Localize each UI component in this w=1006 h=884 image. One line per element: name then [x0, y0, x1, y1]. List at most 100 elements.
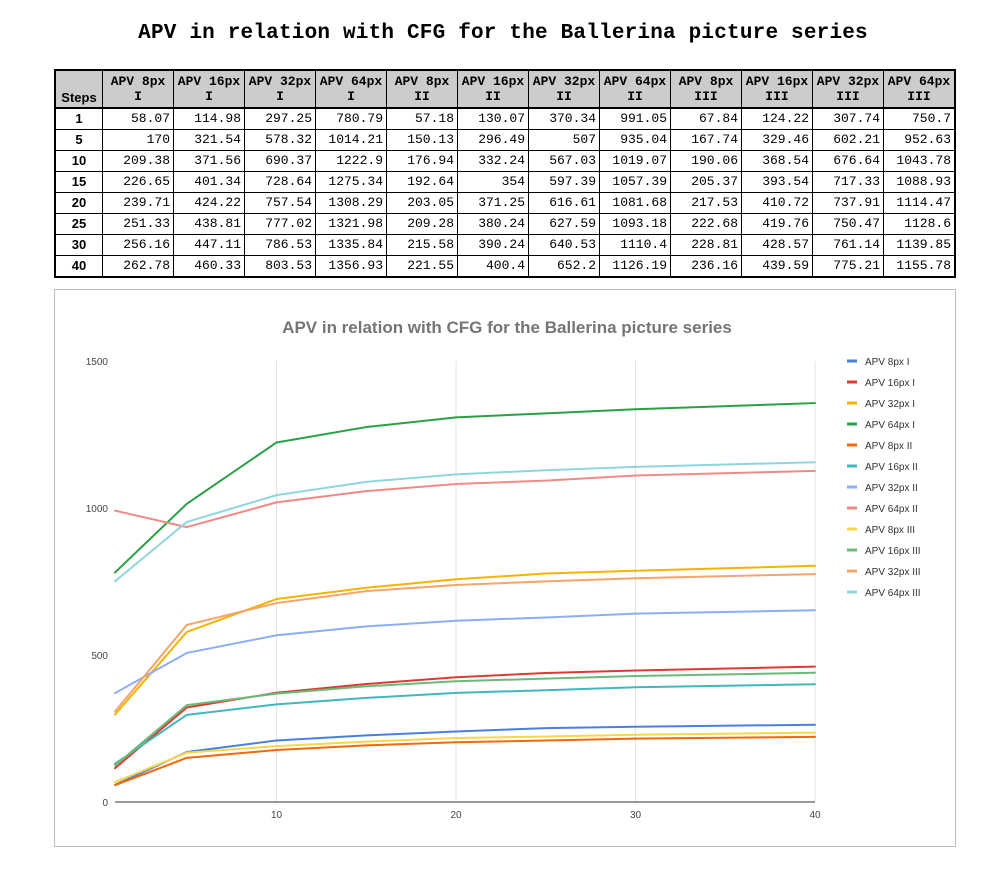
value-cell: 192.64 — [386, 171, 458, 193]
value-cell: 239.71 — [102, 192, 174, 214]
value-cell: 786.53 — [244, 234, 316, 256]
column-header-label: APV 8px — [110, 74, 166, 89]
value-cell: 991.05 — [599, 107, 671, 130]
x-tick-label: 30 — [630, 810, 642, 821]
value-cell: 205.37 — [670, 171, 742, 193]
table-row: 15 226.65 401.34 728.64 1275.34 192.64 354 597.… — [54, 171, 956, 193]
table-body: 1 58.07 114.98 297.25 780.79 57.18 130.07 370.3… — [54, 107, 956, 278]
chart-panel: APV in relation with CFG for the Balleri… — [54, 289, 956, 847]
step-cell: 5 — [54, 129, 103, 151]
value-cell: 1043.78 — [883, 150, 956, 172]
step-cell: 15 — [54, 171, 103, 193]
column-header-series: III — [694, 89, 718, 104]
value-cell: 329.46 — [741, 129, 813, 151]
step-cell: 30 — [54, 234, 103, 256]
value-cell: 1222.9 — [315, 150, 387, 172]
value-cell: 1019.07 — [599, 150, 671, 172]
value-cell: 717.33 — [812, 171, 884, 193]
y-tick-label: 1000 — [86, 504, 109, 515]
table-row: 5 170 321.54 578.32 1014.21 150.13 296.49 507 93… — [54, 129, 956, 151]
value-cell: 424.22 — [173, 192, 245, 214]
value-cell: 419.76 — [741, 213, 813, 235]
steps-header: Steps — [54, 69, 103, 109]
step-cell: 10 — [54, 150, 103, 172]
y-tick-label: 1500 — [86, 357, 109, 368]
value-cell: 130.07 — [457, 107, 529, 130]
value-cell: 757.54 — [244, 192, 316, 214]
series-line-6 — [114, 683, 816, 765]
value-cell: 114.98 — [173, 107, 245, 130]
value-cell: 1057.39 — [599, 171, 671, 193]
value-cell: 401.34 — [173, 171, 245, 193]
value-cell: 262.78 — [102, 255, 174, 278]
legend-label: APV 16px II — [865, 462, 918, 473]
legend-label: APV 8px III — [865, 525, 915, 536]
value-cell: 1081.68 — [599, 192, 671, 214]
series-line-11 — [114, 573, 816, 713]
series-line-2 — [114, 665, 816, 770]
value-cell: 236.16 — [670, 255, 742, 278]
value-cell: 58.07 — [102, 107, 174, 130]
value-cell: 1114.47 — [883, 192, 956, 214]
column-header: APV 32px III — [812, 69, 884, 109]
value-cell: 203.05 — [386, 192, 458, 214]
value-cell: 209.38 — [102, 150, 174, 172]
value-cell: 209.28 — [386, 213, 458, 235]
legend-label: APV 64px I — [865, 420, 915, 431]
table-header-row: Steps APV 8px I APV 16px I APV 32px I APV 64px… — [54, 69, 956, 109]
value-cell: 380.24 — [457, 213, 529, 235]
series-line-7 — [114, 609, 816, 695]
value-cell: 952.63 — [883, 129, 956, 151]
table-row: 25 251.33 438.81 777.02 1321.98 209.28 380.24 6… — [54, 213, 956, 235]
column-header-series: II — [627, 89, 643, 104]
series-line-5 — [114, 735, 816, 787]
column-header: APV 16px I — [173, 69, 245, 109]
legend-label: APV 16px III — [865, 546, 921, 557]
value-cell: 67.84 — [670, 107, 742, 130]
value-cell: 803.53 — [244, 255, 316, 278]
value-cell: 371.25 — [457, 192, 529, 214]
column-header-label: APV 64px — [603, 74, 667, 89]
column-header-series: II — [485, 89, 501, 104]
value-cell: 652.2 — [528, 255, 600, 278]
legend-label: APV 8px I — [865, 357, 909, 368]
value-cell: 1308.29 — [315, 192, 387, 214]
value-cell: 602.21 — [812, 129, 884, 151]
value-cell: 221.55 — [386, 255, 458, 278]
value-cell: 167.74 — [670, 129, 742, 151]
value-cell: 627.59 — [528, 213, 600, 235]
axes: 10 20 30 40 0 500 1000 1500 — [86, 357, 821, 821]
value-cell: 1126.19 — [599, 255, 671, 278]
column-header-label: APV 32px — [816, 74, 880, 89]
column-header: APV 16px II — [457, 69, 529, 109]
value-cell: 256.16 — [102, 234, 174, 256]
value-cell: 400.4 — [457, 255, 529, 278]
column-header-series: II — [556, 89, 572, 104]
value-cell: 438.81 — [173, 213, 245, 235]
value-cell: 750.7 — [883, 107, 956, 130]
value-cell: 676.64 — [812, 150, 884, 172]
value-cell: 190.06 — [670, 150, 742, 172]
table-row: 10 209.38 371.56 690.37 1222.9 176.94 332.24 56… — [54, 150, 956, 172]
step-cell: 40 — [54, 255, 103, 278]
series-line-12 — [114, 461, 816, 583]
value-cell: 1139.85 — [883, 234, 956, 256]
value-cell: 228.81 — [670, 234, 742, 256]
value-cell: 354 — [457, 171, 529, 193]
series-line-1 — [114, 723, 816, 786]
legend-label: APV 64px II — [865, 504, 918, 515]
value-cell: 370.34 — [528, 107, 600, 130]
column-header: APV 8px II — [386, 69, 458, 109]
column-header: APV 64px III — [883, 69, 956, 109]
column-header-series: III — [836, 89, 860, 104]
value-cell: 393.54 — [741, 171, 813, 193]
value-cell: 1110.4 — [599, 234, 671, 256]
series-lines — [114, 402, 816, 787]
value-cell: 371.56 — [173, 150, 245, 172]
column-header-series: I — [205, 89, 213, 104]
value-cell: 428.57 — [741, 234, 813, 256]
table-row: 20 239.71 424.22 757.54 1308.29 203.05 371.25 6… — [54, 192, 956, 214]
value-cell: 296.49 — [457, 129, 529, 151]
value-cell: 226.65 — [102, 171, 174, 193]
column-header: APV 16px III — [741, 69, 813, 109]
